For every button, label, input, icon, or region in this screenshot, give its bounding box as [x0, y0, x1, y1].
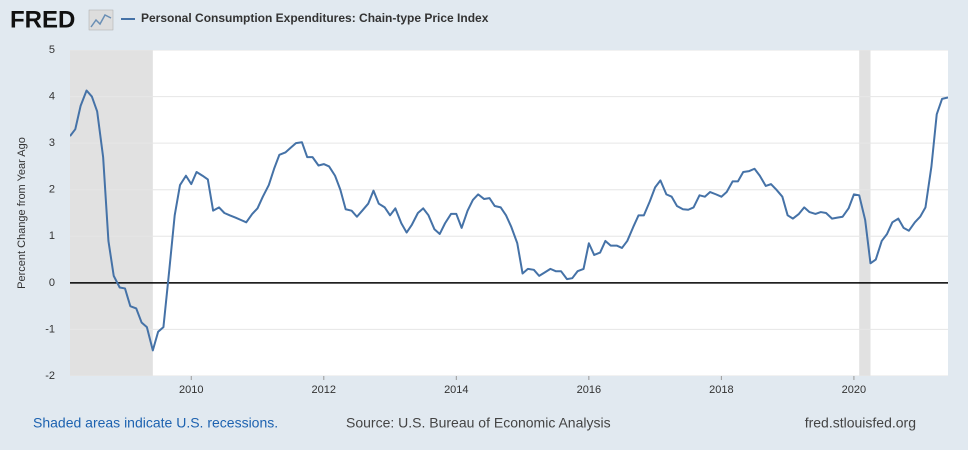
- legend-label: Personal Consumption Expenditures: Chain…: [141, 11, 489, 25]
- x-tick-label: 2014: [444, 384, 468, 396]
- recession-note: Shaded areas indicate U.S. recessions.: [33, 415, 278, 431]
- plot-area: [70, 50, 948, 376]
- x-tick-label: 2012: [312, 384, 336, 396]
- series-line: [70, 89, 948, 352]
- y-tick-label: 2: [49, 184, 55, 196]
- x-tick-label: 2010: [179, 384, 203, 396]
- y-tick-label: 4: [49, 90, 55, 102]
- source: Source: U.S. Bureau of Economic Analysis: [346, 415, 611, 431]
- y-tick-label: -2: [45, 370, 55, 382]
- y-tick-label: 5: [49, 44, 55, 56]
- y-tick-label: 1: [49, 230, 55, 242]
- logo-icon: [88, 9, 114, 31]
- y-tick-label: -1: [45, 323, 55, 335]
- y-tick-label: 0: [49, 277, 55, 289]
- y-tick-label: 3: [49, 137, 55, 149]
- y-axis-label: Percent Change from Year Ago: [16, 137, 28, 289]
- logo: FRED: [10, 6, 75, 33]
- recession-band: [70, 50, 153, 376]
- x-tick-label: 2018: [709, 384, 733, 396]
- recession-band: [859, 50, 871, 376]
- site: fred.stlouisfed.org: [805, 415, 916, 431]
- x-tick-label: 2020: [842, 384, 866, 396]
- x-tick-label: 2016: [577, 384, 601, 396]
